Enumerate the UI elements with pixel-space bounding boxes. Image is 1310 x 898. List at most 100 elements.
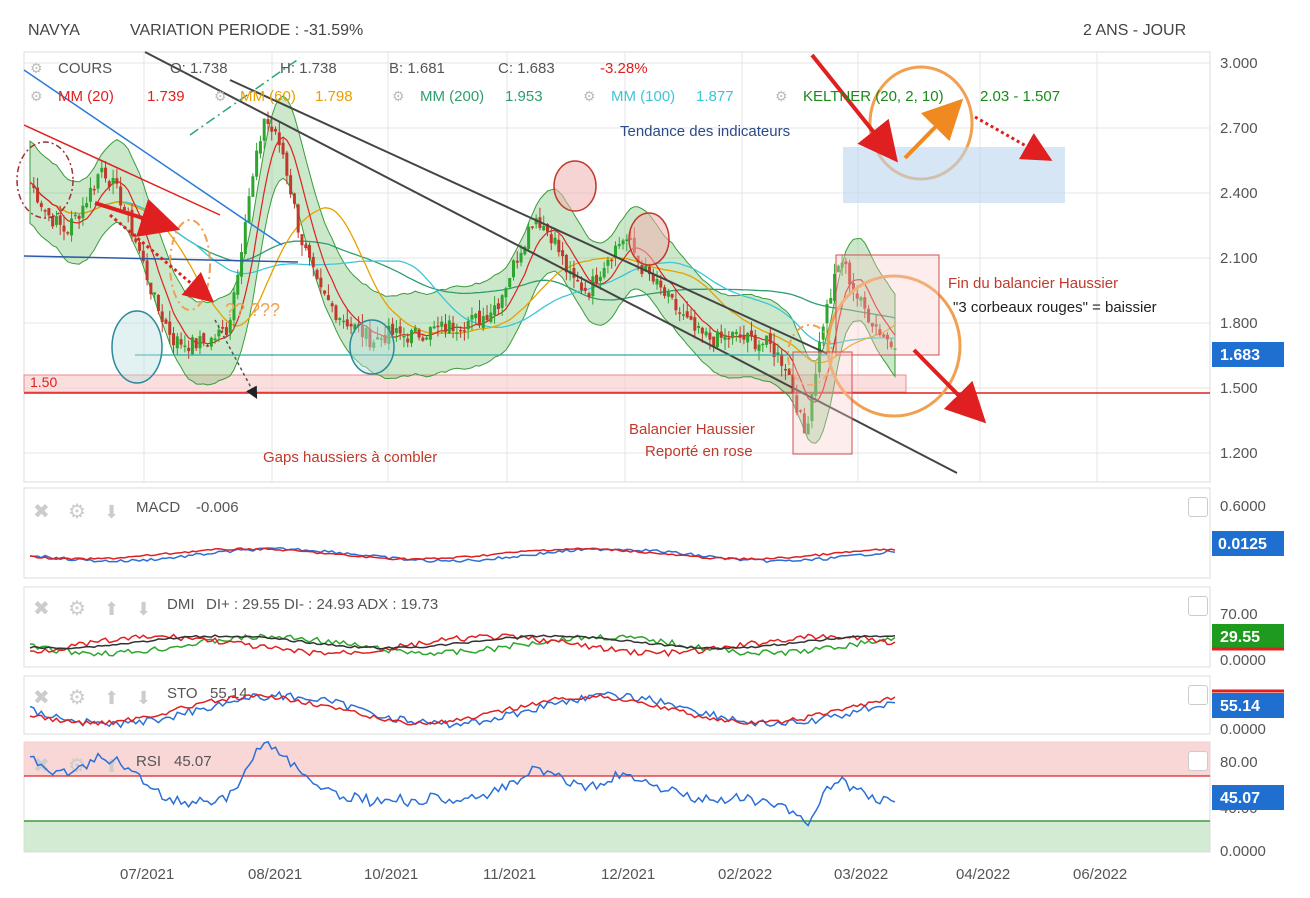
candle-body [308, 245, 312, 258]
candle-body [175, 336, 179, 349]
candle-body [62, 225, 66, 232]
sto-close-icon[interactable]: ✖ [33, 687, 50, 709]
candle-body [704, 331, 708, 336]
arrow-red-dotted-trend [974, 115, 1053, 161]
dmi-down-icon[interactable]: ⬇ [136, 599, 151, 619]
candle-body [266, 119, 270, 124]
candle-body [187, 347, 191, 352]
candle-body [557, 239, 561, 253]
candle-body [81, 205, 85, 219]
candle-body [270, 126, 274, 132]
candle-body [36, 187, 40, 203]
dmi-up-icon[interactable]: ⬆ [104, 599, 119, 619]
candle-body [300, 234, 304, 246]
candle-body [342, 320, 346, 323]
dmi-checkbox[interactable] [1188, 596, 1208, 616]
candle-body [206, 345, 210, 347]
rsi-axis-top: 80.00 [1220, 754, 1258, 771]
candle-body [243, 222, 247, 254]
candle-body [326, 295, 330, 301]
candle-body [145, 260, 149, 281]
di-minus-line [29, 633, 896, 658]
high-value: H: 1.738 [280, 60, 337, 77]
candle-body [527, 226, 531, 249]
candle-body [289, 175, 293, 195]
rsi-up-icon[interactable]: ⬆ [104, 756, 119, 776]
price-tick-label: 1.500 [1220, 380, 1258, 397]
mm20-gear-icon[interactable]: ⚙ [30, 88, 43, 104]
candle-body [689, 316, 693, 320]
macd-close-icon[interactable]: ✖ [33, 501, 50, 523]
candle-body [432, 326, 436, 329]
gaps-label: Gaps haussiers à combler [263, 449, 437, 466]
macd-checkbox[interactable] [1188, 497, 1208, 517]
rsi-line [29, 740, 896, 827]
mm60-gear-icon[interactable]: ⚙ [214, 88, 227, 104]
mm20-label: MM (20) [58, 88, 114, 105]
sto-label: STO [167, 685, 198, 702]
candle-body [410, 330, 414, 344]
dmi-gear-icon[interactable]: ⚙ [68, 598, 86, 620]
macd-down-icon[interactable]: ⬇ [104, 502, 119, 522]
candle-body [134, 238, 138, 243]
candle-body [878, 329, 882, 336]
candle-body [576, 279, 580, 282]
sto-down-icon[interactable]: ⬇ [136, 688, 151, 708]
candle-body [466, 320, 470, 330]
sto-checkbox[interactable] [1188, 685, 1208, 705]
candle-body [757, 344, 761, 351]
bottom-circle-1 [111, 310, 163, 384]
candle-body [715, 331, 719, 348]
candle-body [398, 326, 402, 334]
cours-gear-icon[interactable]: ⚙ [30, 60, 43, 76]
candle-body [32, 185, 36, 188]
dashed-circle-orange [169, 219, 211, 311]
candle-body [368, 329, 372, 348]
variation-label: VARIATION PERIODE : -31.59% [130, 22, 364, 39]
trend-box [843, 147, 1065, 203]
dmi-close-icon[interactable]: ✖ [33, 598, 50, 620]
candle-body [719, 331, 723, 338]
rsi-checkbox[interactable] [1188, 751, 1208, 771]
candle-body [693, 317, 697, 331]
candle-body [542, 226, 546, 231]
rsi-axis-bottom: 0.0000 [1220, 843, 1266, 860]
candle-body [43, 210, 47, 212]
candle-body [863, 297, 867, 309]
candle-body [190, 337, 194, 355]
trendline-blue-steep [23, 69, 283, 246]
candle-body [262, 118, 266, 141]
candle-body [893, 348, 897, 351]
mm100-gear-icon[interactable]: ⚙ [583, 88, 596, 104]
candle-body [462, 330, 466, 332]
rsi-value: 45.07 [174, 753, 212, 770]
mm100-value: 1.877 [696, 88, 734, 105]
candle-body [651, 273, 655, 282]
candle-body [447, 320, 451, 334]
candle-body [88, 187, 92, 202]
candle-body [417, 329, 421, 338]
mm200-gear-icon[interactable]: ⚙ [392, 88, 405, 104]
sto-up-icon[interactable]: ⬆ [104, 688, 119, 708]
price-tick-label: 1.800 [1220, 315, 1258, 332]
candle-body [545, 223, 549, 232]
candle-body [383, 334, 387, 343]
candle-body [731, 331, 735, 339]
top-circle-1 [553, 160, 597, 212]
candle-body [814, 373, 818, 396]
candle-body [428, 327, 432, 340]
keltner-gear-icon[interactable]: ⚙ [775, 88, 788, 104]
rsi-close-icon[interactable]: ✖ [33, 755, 50, 777]
candle-body [685, 311, 689, 318]
candle-body [334, 305, 338, 320]
candle-body [859, 297, 863, 301]
candle-body [51, 216, 55, 227]
candle-body [595, 274, 599, 284]
candle-body [496, 303, 500, 310]
macd-gear-icon[interactable]: ⚙ [68, 501, 86, 523]
sto-gear-icon[interactable]: ⚙ [68, 687, 86, 709]
candle-body [712, 336, 716, 348]
candle-body [553, 237, 557, 244]
macd-badge [1212, 531, 1284, 556]
macd-axis-top: 0.6000 [1220, 498, 1266, 515]
